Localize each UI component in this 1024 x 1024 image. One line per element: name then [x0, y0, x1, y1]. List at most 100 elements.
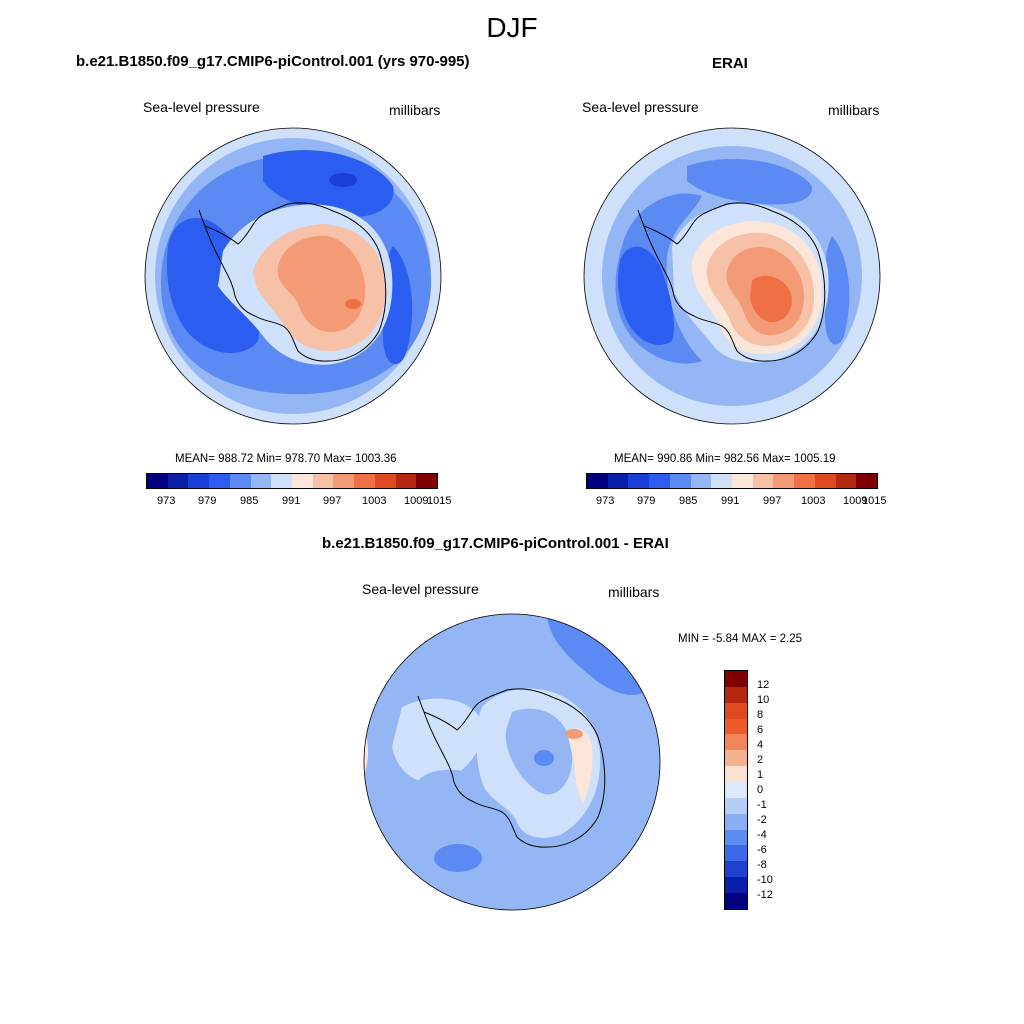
- panel-2-polar-map: [583, 127, 881, 425]
- panel-1-orange-core: [345, 299, 361, 309]
- colorbar-swatch: [374, 474, 396, 488]
- colorbar-swatch: [607, 474, 629, 488]
- colorbar-swatch: [587, 474, 608, 488]
- colorbar-swatch: [395, 474, 417, 488]
- panel-1-units-label: millibars: [389, 102, 441, 118]
- colorbar-swatch: [773, 474, 795, 488]
- colorbar-swatch: [725, 861, 747, 878]
- panel-2-low-west: [618, 246, 674, 345]
- panel-1-tick: 973: [157, 495, 176, 507]
- panel-1-tick: 1003: [362, 495, 387, 507]
- panel-1-tick: 1015: [427, 495, 452, 507]
- panel-3-coastline: [417, 688, 606, 848]
- panel-2-units-label: millibars: [828, 102, 880, 118]
- panel-2-low-north: [687, 158, 813, 205]
- colorbar-swatch: [725, 845, 747, 862]
- panel-2-stats: MEAN= 990.86 Min= 982.56 Max= 1005.19: [614, 453, 836, 465]
- colorbar-swatch: [725, 877, 747, 894]
- colorbar-swatch: [725, 782, 747, 798]
- panel-1-colorbar: [146, 473, 438, 489]
- panel-3-tick: 6: [757, 724, 764, 736]
- panel-3-tick: 4: [757, 739, 764, 751]
- panel-3-tick: -2: [757, 814, 767, 826]
- colorbar-swatch: [835, 474, 857, 488]
- panel-1-low-north: [263, 150, 394, 217]
- colorbar-swatch: [725, 893, 747, 909]
- panel-2-colorbar: [586, 473, 878, 489]
- panel-2-orange-core: [750, 275, 792, 323]
- panel-1-variable-label: Sea-level pressure: [143, 99, 260, 115]
- panel-2-tick: 1003: [801, 495, 826, 507]
- colorbar-swatch: [725, 671, 747, 687]
- colorbar-swatch: [725, 829, 747, 846]
- panel-3-colorbar: [724, 670, 748, 910]
- colorbar-swatch: [167, 474, 189, 488]
- panel-3-tick: 8: [757, 709, 764, 721]
- colorbar-swatch: [690, 474, 712, 488]
- panel-2-map-border: [583, 127, 881, 425]
- panel-3-tick: 1: [757, 769, 764, 781]
- panel-1-tick: 979: [198, 495, 217, 507]
- panel-3-neg-core: [434, 844, 482, 872]
- panel-3-stats: MIN = -5.84 MAX = 2.25: [678, 633, 803, 645]
- colorbar-swatch: [856, 474, 878, 488]
- panel-2-tick: 973: [596, 495, 615, 507]
- colorbar-swatch: [333, 474, 355, 488]
- colorbar-swatch: [416, 474, 438, 488]
- colorbar-swatch: [250, 474, 272, 488]
- panel-3-map-border: [363, 613, 661, 911]
- colorbar-swatch: [649, 474, 670, 488]
- colorbar-swatch: [725, 813, 747, 830]
- colorbar-swatch: [628, 474, 650, 488]
- panel-3-warm-anomaly: [567, 728, 593, 802]
- panel-3-tick: -1: [757, 799, 767, 811]
- panel-3-tick: 2: [757, 754, 764, 766]
- colorbar-swatch: [725, 686, 747, 703]
- panel-3-continent-core: [534, 750, 554, 766]
- panel-3-tick: -4: [757, 829, 767, 841]
- panel-1-polar-map: [144, 127, 442, 425]
- panel-2-tick: 979: [637, 495, 656, 507]
- colorbar-swatch: [209, 474, 230, 488]
- panel-2-variable-label: Sea-level pressure: [582, 99, 699, 115]
- colorbar-swatch: [725, 718, 747, 735]
- panel-1-tick: 991: [282, 495, 301, 507]
- panel-3-tick: -10: [757, 874, 773, 886]
- panel-1-map-border: [144, 127, 442, 425]
- panel-3-tick: 12: [757, 679, 770, 691]
- panel-3-units-label: millibars: [608, 584, 660, 600]
- colorbar-swatch: [292, 474, 313, 488]
- panel-3-polar-map: [363, 613, 661, 911]
- colorbar-swatch: [312, 474, 334, 488]
- panel-3-variable-label: Sea-level pressure: [362, 581, 479, 597]
- panel-2-tick: 1015: [862, 495, 887, 507]
- colorbar-swatch: [725, 766, 747, 783]
- panel-1-low-core: [329, 173, 357, 187]
- season-title: DJF: [486, 12, 538, 43]
- colorbar-swatch: [669, 474, 691, 488]
- panel-3-neg-northeast: [547, 614, 652, 695]
- colorbar-swatch: [229, 474, 251, 488]
- panel-2-tick: 985: [679, 495, 698, 507]
- panel-1-tick: 1009: [404, 495, 429, 507]
- panel-3-title: b.e21.B1850.f09_g17.CMIP6-piControl.001 …: [322, 535, 669, 552]
- panel-3-tick: 0: [757, 784, 764, 796]
- colorbar-swatch: [732, 474, 753, 488]
- colorbar-swatch: [752, 474, 774, 488]
- colorbar-swatch: [814, 474, 836, 488]
- panel-3-tick: -6: [757, 844, 767, 856]
- panel-3-warm-core: [565, 729, 583, 739]
- panel-2-low-east: [824, 236, 850, 345]
- colorbar-swatch: [794, 474, 815, 488]
- colorbar-swatch: [188, 474, 210, 488]
- colorbar-swatch: [725, 750, 747, 767]
- panel-3-pale-west: [392, 698, 483, 783]
- panel-3-tick: -12: [757, 889, 773, 901]
- colorbar-swatch: [354, 474, 375, 488]
- panel-1-stats: MEAN= 988.72 Min= 978.70 Max= 1003.36: [175, 453, 397, 465]
- panel-1-title: b.e21.B1850.f09_g17.CMIP6-piControl.001 …: [76, 53, 470, 70]
- panel-3-tick: -8: [757, 859, 767, 871]
- colorbar-swatch: [147, 474, 168, 488]
- colorbar-swatch: [725, 797, 747, 814]
- panel-1-tick: 985: [240, 495, 259, 507]
